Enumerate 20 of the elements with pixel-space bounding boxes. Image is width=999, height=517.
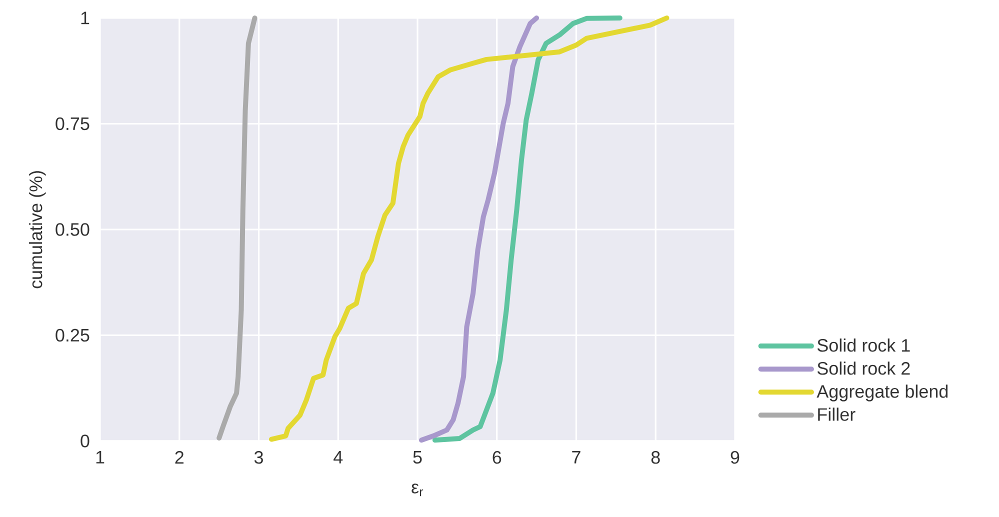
x-axis-title: ε$_{r}$: [412, 484, 424, 496]
x-tick-label: 5: [413, 451, 422, 464]
legend-label: Solid rock 2: [817, 362, 910, 375]
x-tick-label: 3: [254, 451, 263, 464]
x-tick-label: 7: [572, 451, 580, 464]
y-axis-title: cumulative (%): [29, 171, 46, 288]
legend-label: Solid rock 1: [817, 338, 910, 352]
y-tick-label: 0.25: [56, 328, 90, 342]
y-tick-label: 1: [81, 12, 90, 24]
y-tick-label: 0: [80, 434, 90, 448]
x-tick-label: 8: [651, 451, 660, 464]
y-tick-label: 0.75: [56, 117, 90, 130]
legend-label: Aggregate blend: [816, 384, 948, 402]
x-tick-label: 6: [492, 451, 502, 464]
y-tick-label: 0.50: [56, 223, 90, 236]
x-tick-label: 4: [334, 451, 343, 464]
x-tick-label: 9: [730, 451, 740, 464]
x-tick-label: 2: [175, 451, 184, 464]
legend-label: Filler: [818, 408, 856, 421]
x-tick-label: 1: [96, 451, 104, 464]
